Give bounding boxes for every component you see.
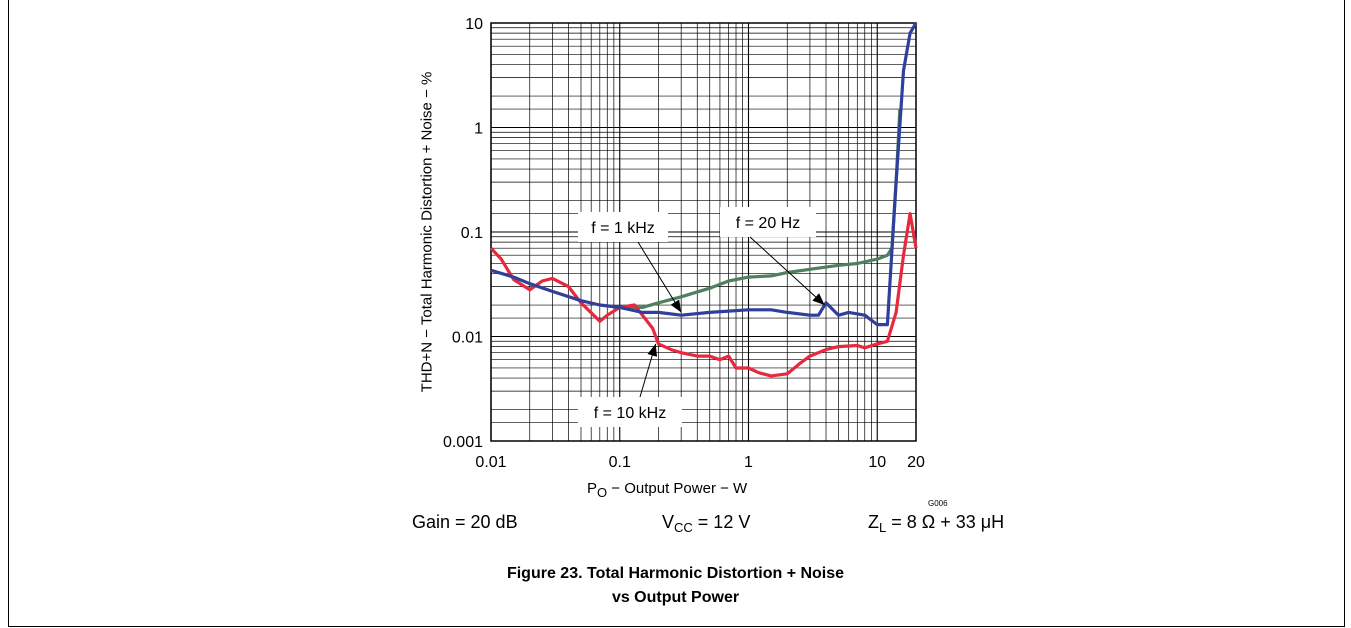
annotation-box [578, 397, 682, 427]
x-tick-label: 0.01 [475, 454, 506, 471]
x-tick-label: 10 [868, 454, 886, 471]
annotation-label: f = 10 kHz [594, 405, 666, 422]
annotation-box [720, 207, 816, 237]
arrowhead [812, 293, 825, 306]
x-tick-label: 20 [907, 454, 925, 471]
annotation-arrow [637, 241, 682, 313]
plot-border [490, 22, 917, 442]
figure-frame [8, 0, 1345, 627]
x-axis-label: PO − Output Power − W [587, 480, 748, 500]
arrowhead [647, 343, 658, 357]
annotation-label: f = 20 Hz [736, 215, 800, 232]
y-axis-label: THD+N − Total Harmonic Distortion + Nois… [418, 71, 436, 393]
y-tick-label: 1 [474, 121, 483, 138]
gain-condition: Gain = 20 dB [412, 512, 518, 532]
figure-caption-line2: vs Output Power [611, 589, 740, 606]
graph-code: G006 [928, 499, 948, 508]
series-line-f-10khz [489, 212, 918, 378]
x-tick-label: 0.1 [609, 454, 631, 471]
annotations: f = 1 kHz f = 20 Hz f = 10 kHz [578, 207, 825, 427]
grid [490, 23, 917, 442]
tick-labels: 0.01 0.1 1 10 20 0.001 0.01 0.1 1 10 [443, 16, 925, 471]
series-line-f-1khz [490, 22, 918, 327]
series-line-f-20hz [619, 109, 902, 309]
annotation-box [578, 212, 668, 242]
figure-caption-line1: Figure 23. Total Harmonic Distortion + N… [506, 565, 845, 582]
arrowhead [670, 299, 682, 313]
zl-condition: ZL = 8 Ω + 33 μH [868, 512, 1005, 535]
x-tick-label: 1 [744, 454, 753, 471]
y-tick-label: 0.1 [461, 225, 483, 242]
annotation-arrow [749, 236, 825, 306]
series [489, 22, 918, 378]
y-tick-label: 0.01 [452, 330, 483, 347]
y-tick-label: 0.001 [443, 434, 483, 451]
vcc-condition: VCC = 12 V [662, 512, 751, 535]
y-tick-label: 10 [465, 16, 483, 33]
annotation-label: f = 1 kHz [591, 220, 655, 237]
